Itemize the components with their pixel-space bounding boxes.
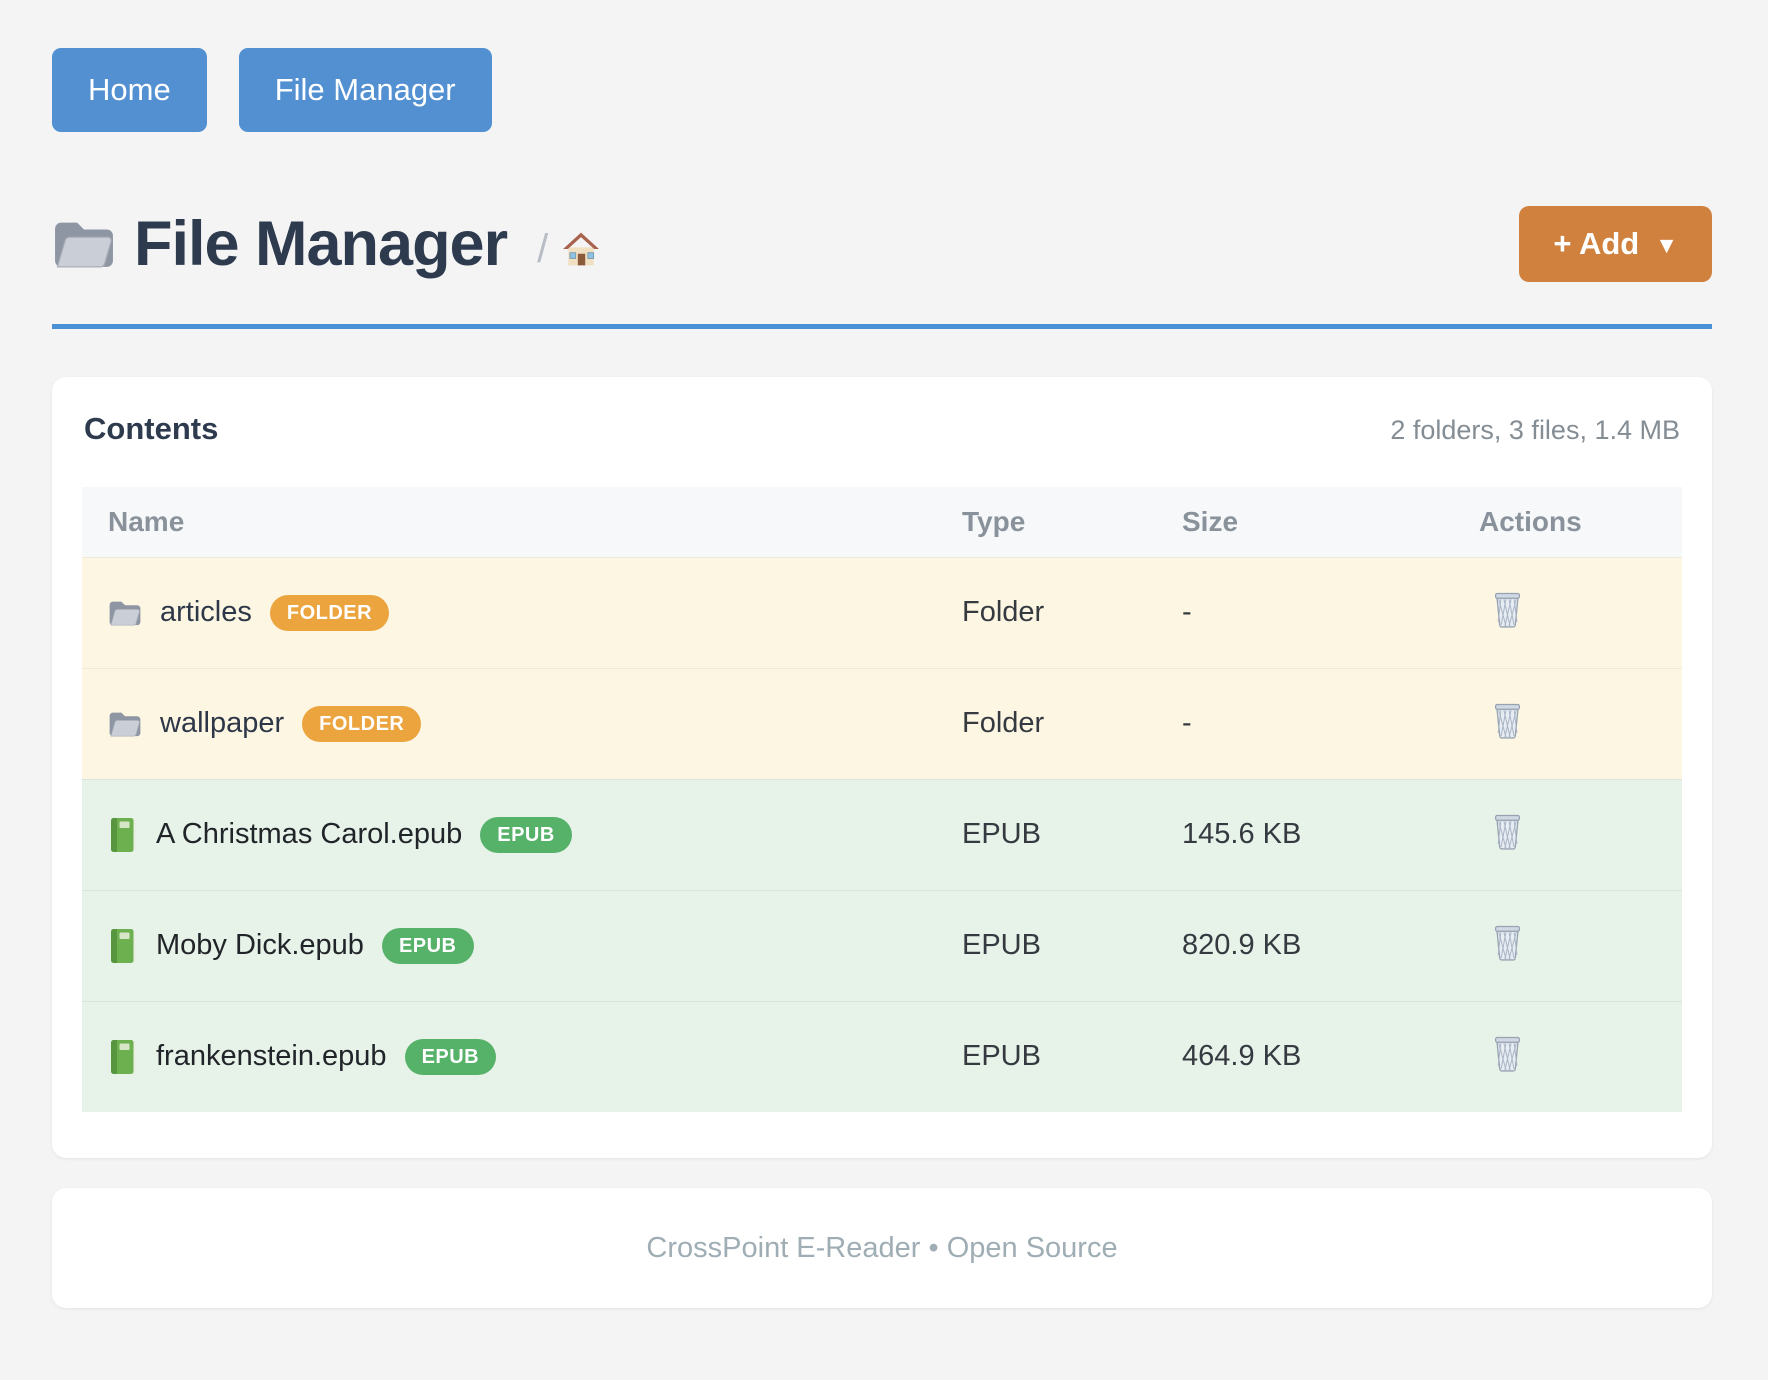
add-button-label: + Add (1553, 226, 1640, 261)
folder-icon (54, 222, 114, 268)
file-name-link[interactable]: Moby Dick.epub (156, 929, 364, 961)
table-row: wallpaper FOLDER Folder - (82, 667, 1682, 779)
file-type: EPUB (962, 778, 1182, 890)
delete-button[interactable] (1493, 1033, 1522, 1072)
folder-badge: FOLDER (302, 705, 422, 742)
file-type: Folder (962, 556, 1182, 668)
column-header-actions: Actions (1479, 487, 1682, 557)
page-title: File Manager (134, 209, 508, 279)
footer-card: CrossPoint E-Reader • Open Source (52, 1188, 1712, 1308)
green-book-icon (111, 1039, 136, 1074)
epub-badge: EPUB (404, 1038, 497, 1075)
file-name-link[interactable]: A Christmas Carol.epub (156, 818, 463, 850)
file-size: - (1182, 556, 1479, 668)
trash-icon (1494, 592, 1521, 628)
green-book-icon (111, 817, 136, 852)
file-size: 464.9 KB (1182, 1000, 1479, 1112)
trash-icon (1494, 703, 1521, 739)
delete-button[interactable] (1493, 922, 1522, 961)
column-header-type: Type (962, 487, 1182, 557)
chevron-down-icon: ▼ (1655, 231, 1678, 258)
table-row: A Christmas Carol.epub EPUB EPUB 145.6 K… (82, 778, 1682, 890)
contents-card: Contents 2 folders, 3 files, 1.4 MB Name… (52, 377, 1712, 1158)
contents-title: Contents (84, 411, 219, 446)
green-book-icon (111, 928, 136, 963)
top-nav: Home File Manager (52, 48, 1712, 132)
epub-badge: EPUB (480, 816, 572, 853)
breadcrumb-separator: / (537, 226, 549, 271)
file-size: - (1182, 667, 1479, 779)
file-table: Name Type Size Actions articles FOLDER F… (82, 487, 1682, 1112)
delete-button[interactable] (1493, 811, 1522, 850)
file-manager-nav-button[interactable]: File Manager (238, 48, 492, 132)
delete-button[interactable] (1493, 700, 1522, 739)
column-header-size: Size (1182, 487, 1479, 557)
file-type: EPUB (962, 889, 1182, 1001)
home-nav-button[interactable]: Home (52, 48, 207, 132)
trash-icon (1494, 814, 1521, 850)
folder-icon (109, 711, 141, 736)
file-type: EPUB (962, 1000, 1182, 1112)
file-name-link[interactable]: articles (160, 596, 252, 628)
table-row: frankenstein.epub EPUB EPUB 464.9 KB (82, 1000, 1682, 1112)
epub-badge: EPUB (381, 927, 474, 964)
table-row: Moby Dick.epub EPUB EPUB 820.9 KB (82, 889, 1682, 1001)
file-name-link[interactable]: wallpaper (160, 707, 285, 739)
page-header: File Manager / + Add ▼ (52, 192, 1712, 296)
add-button[interactable]: + Add ▼ (1519, 206, 1712, 282)
delete-button[interactable] (1493, 589, 1522, 628)
contents-header: Contents 2 folders, 3 files, 1.4 MB (82, 411, 1682, 447)
footer-text: CrossPoint E-Reader • Open Source (646, 1231, 1118, 1264)
trash-icon (1494, 925, 1521, 961)
file-size: 145.6 KB (1182, 778, 1479, 890)
column-header-name: Name (82, 487, 962, 557)
folder-badge: FOLDER (269, 594, 390, 631)
title-divider (52, 324, 1712, 329)
table-header-row: Name Type Size Actions (82, 487, 1682, 557)
file-type: Folder (962, 667, 1182, 779)
file-name-link[interactable]: frankenstein.epub (156, 1040, 387, 1073)
file-size: 820.9 KB (1182, 889, 1479, 1001)
house-icon[interactable] (562, 231, 600, 267)
table-row: articles FOLDER Folder - (82, 556, 1682, 668)
contents-summary: 2 folders, 3 files, 1.4 MB (1390, 415, 1680, 445)
folder-icon (109, 600, 141, 625)
trash-icon (1494, 1037, 1521, 1072)
